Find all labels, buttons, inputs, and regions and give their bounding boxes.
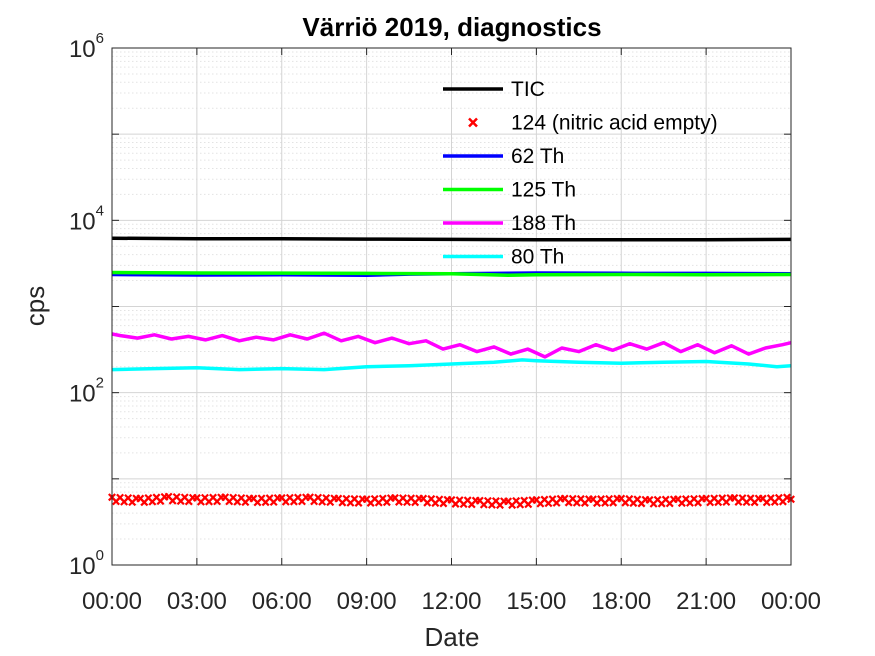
series-line-188-th [111,331,792,359]
series-line-125-th [111,270,792,278]
x-tick-labels: 00:00 03:00 06:00 09:00 12:00 15:00 18:00 21:00… [82,588,821,615]
y-tick-labels: 100 102 104 106 [69,30,104,580]
y-tick-label: 102 [69,375,104,408]
legend: TIC 124 (nitric acid empty) 62 Th 125 Th 188… [443,78,718,269]
chart-title: Värriö 2019, diagnostics [302,12,601,42]
x-tick-label: 03:00 [167,588,227,615]
series-124-nitric-acid-empty [108,492,795,510]
series-line-tic [111,236,792,242]
y-tick-label: 100 [69,547,104,580]
x-tick-label: 00:00 [82,588,142,615]
data-point [782,493,791,502]
legend-label: 124 (nitric acid empty) [511,112,718,135]
x-tick-label: 15:00 [506,588,566,615]
series-layer [108,236,795,510]
legend-swatch [468,117,478,128]
legend-label: 62 Th [511,145,564,168]
legend-label: TIC [511,78,545,101]
x-tick-label: 06:00 [252,588,312,615]
legend-item-124-nitric-acid-empty: 124 (nitric acid empty) [468,112,718,135]
legend-label: 188 Th [511,212,576,235]
legend-item-188-th: 188 Th [443,212,576,235]
y-tick-label: 106 [69,30,104,63]
series-line-80-th [111,358,792,372]
x-tick-label: 18:00 [591,588,651,615]
x-tick-label: 21:00 [676,588,736,615]
tick-marks [111,47,792,566]
x-tick-label: 00:00 [761,588,821,615]
legend-item-80-th: 80 Th [443,246,564,269]
y-tick-label: 104 [69,202,104,235]
legend-label: 80 Th [511,246,564,269]
legend-label: 125 Th [511,179,576,202]
x-axis-label: Date [425,622,480,652]
legend-item-62-th: 62 Th [443,145,564,168]
x-tick-label: 09:00 [337,588,397,615]
plot-area [108,47,795,566]
x-tick-label: 12:00 [421,588,481,615]
y-axis-label: cps [20,286,50,326]
legend-item-tic: TIC [443,78,545,101]
legend-item-125-th: 125 Th [443,179,576,202]
